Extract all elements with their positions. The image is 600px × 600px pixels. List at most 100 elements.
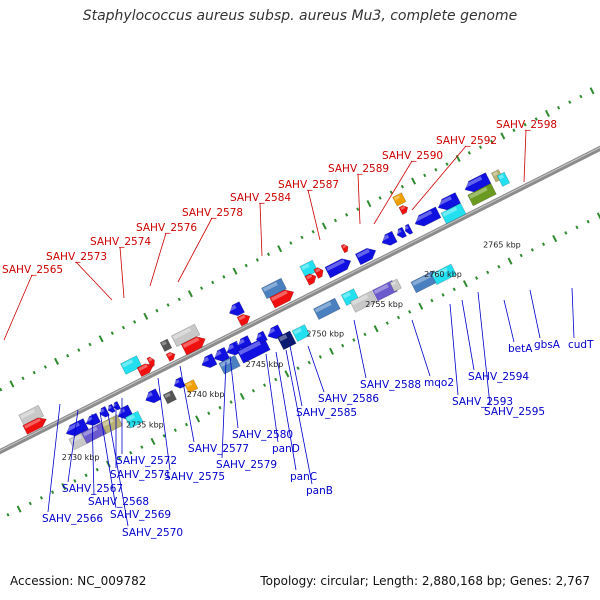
top-track-tick [21, 376, 25, 381]
bottom-track-tick [564, 231, 568, 235]
gene-forward [404, 223, 414, 235]
top-track-tick [411, 177, 417, 185]
bottom-track-tick [73, 479, 77, 483]
bottom-gene-label: betA [508, 343, 533, 355]
bottom-gene-label: SAHV_2593 [452, 396, 513, 408]
kbp-tick-label: 2740 kbp [187, 390, 225, 399]
bottom-gene-label: gbsA [534, 339, 561, 351]
top-track-tick [88, 342, 92, 347]
bottom-track-tick [452, 287, 456, 292]
top-leader-line [523, 129, 527, 183]
bottom-track-tick [497, 264, 501, 269]
bottom-leader-line [411, 319, 431, 377]
gene-forward [340, 243, 349, 254]
gene-reverse [144, 388, 162, 404]
gene-reverse [389, 278, 402, 292]
top-track-tick [366, 199, 372, 208]
bottom-track-tick [140, 445, 144, 449]
top-track-tick [9, 380, 15, 388]
top-leader-line [75, 261, 113, 301]
kbp-tick-label: 2765 kbp [483, 240, 521, 249]
gene-forward [165, 351, 176, 362]
bottom-track-tick [373, 325, 379, 333]
bottom-gene-label: SAHV_2566 [42, 513, 103, 525]
gene-forward [328, 282, 333, 284]
top-track-tick [434, 167, 438, 172]
top-gene-label: SAHV_2573 [46, 251, 107, 263]
bottom-track-tick [173, 428, 177, 432]
top-gene-label: SAHV_2584 [230, 192, 291, 204]
bottom-gene-label: panC [290, 471, 317, 483]
bottom-gene-label: SAHV_2580 [232, 429, 293, 441]
kbp-tick-label: 2730 kbp [62, 453, 100, 462]
bottom-gene-label: SAHV_2585 [296, 407, 357, 419]
gene-forward [324, 258, 352, 279]
top-track-tick [166, 303, 170, 307]
genome-stats: Topology: circular; Length: 2,880,168 bp… [260, 574, 590, 588]
bottom-leader-line [503, 299, 515, 343]
top-track-tick [534, 117, 538, 121]
gene-forward [261, 277, 287, 300]
gene-forward [436, 192, 462, 211]
gene-reverse [236, 336, 271, 364]
gene-forward [18, 404, 45, 427]
kbp-tick-label: 2750 kbp [306, 330, 344, 339]
bottom-track-tick [129, 450, 133, 455]
bottom-track-tick [274, 377, 278, 382]
top-track-tick [43, 365, 47, 369]
top-leader-line [357, 173, 361, 225]
bottom-leader-line [477, 291, 491, 406]
bottom-gene-label: cudT [568, 339, 594, 351]
top-track-tick [333, 218, 338, 223]
bottom-leader-line [47, 403, 61, 513]
top-track-tick [222, 275, 226, 279]
top-track-tick [579, 94, 583, 99]
top-track-tick [0, 387, 3, 392]
gene-reverse [291, 324, 311, 343]
gene-forward [136, 363, 155, 378]
bottom-gene-label: SAHV_2586 [318, 393, 379, 405]
top-leader-line [307, 189, 321, 241]
bottom-leader-line [461, 299, 475, 371]
bottom-track-tick [586, 219, 590, 224]
top-track-tick [490, 139, 494, 144]
top-gene-label: SAHV_2598 [496, 119, 557, 131]
gene-forward [304, 273, 317, 286]
top-leader-line [259, 202, 263, 257]
bottom-track-tick [207, 411, 211, 416]
gene-forward [228, 301, 245, 317]
bottom-track-tick [218, 405, 222, 410]
bottom-track-tick [28, 501, 32, 506]
top-track-tick [66, 353, 70, 358]
gene-forward [159, 338, 173, 352]
gene-reverse [124, 410, 144, 429]
top-track-tick [244, 263, 248, 268]
bottom-leader-line [157, 377, 171, 471]
bottom-track-tick [596, 212, 600, 220]
bottom-gene-label: SAHV_2588 [360, 379, 421, 391]
top-track-tick [32, 370, 36, 375]
gene-forward [269, 289, 295, 309]
bottom-track-tick [239, 392, 245, 400]
bottom-gene-label: SAHV_2579 [216, 459, 277, 471]
bottom-leader-line [265, 353, 279, 443]
gene-forward [22, 417, 47, 435]
top-gene-label: SAHV_2587 [278, 179, 339, 191]
gene-reverse [200, 353, 218, 369]
bottom-track-tick [39, 496, 43, 500]
accession-label: Accession: NC_009782 [10, 574, 147, 588]
top-track-tick [568, 100, 572, 104]
top-track-tick [400, 184, 404, 189]
kbp-tick-label: 2760 kbp [424, 270, 462, 279]
bottom-track-tick [519, 253, 523, 258]
top-leader-line [149, 232, 167, 287]
kbp-tick-label: 2735 kbp [126, 421, 164, 430]
top-leader-line [119, 246, 125, 299]
top-track-tick [289, 241, 293, 245]
bottom-gene-label: SAHV_2572 [116, 455, 177, 467]
top-gene-label: SAHV_2576 [136, 222, 197, 234]
top-leader-line [3, 274, 33, 341]
bottom-leader-line [289, 345, 303, 407]
bottom-track-tick [16, 505, 22, 513]
bottom-leader-line [285, 349, 313, 485]
